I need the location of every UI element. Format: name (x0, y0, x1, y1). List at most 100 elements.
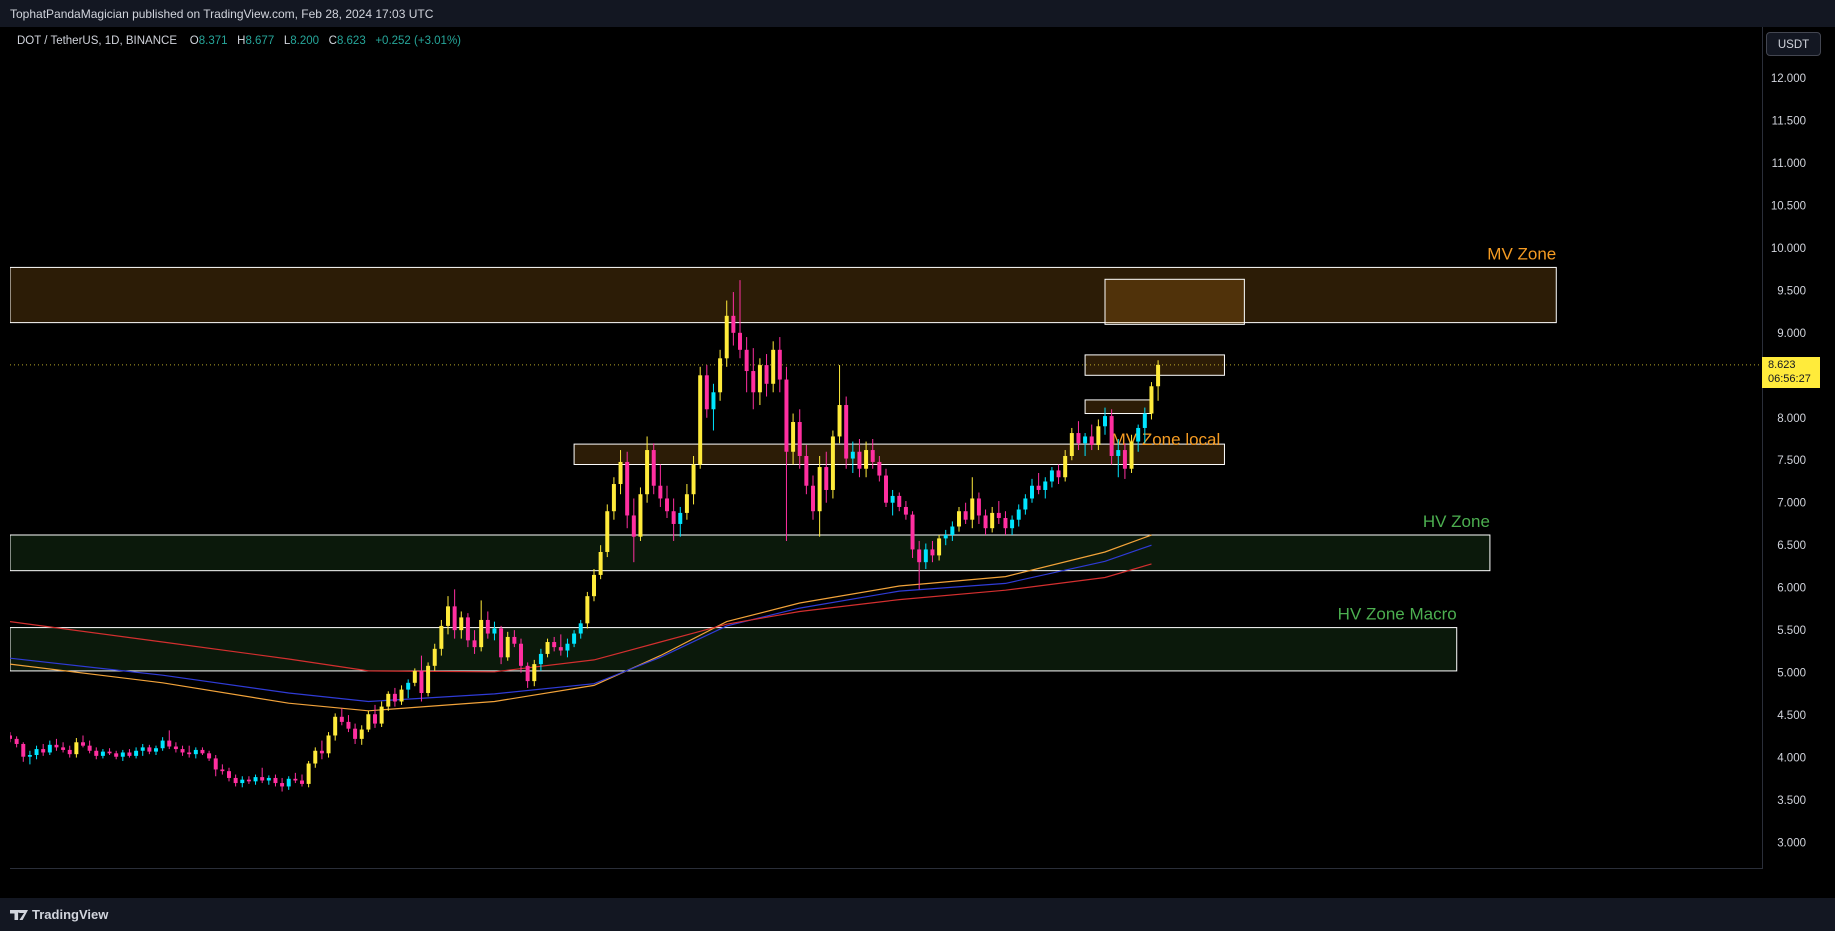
candle-body[interactable] (532, 664, 537, 682)
candle-body[interactable] (134, 750, 139, 756)
candle-body[interactable] (870, 450, 875, 462)
candle-body[interactable] (446, 606, 450, 626)
candle-body[interactable] (631, 515, 636, 537)
candle-body[interactable] (293, 778, 298, 781)
candle-body[interactable] (1063, 455, 1068, 478)
candle-body[interactable] (996, 512, 1001, 519)
candle-body[interactable] (678, 512, 683, 524)
candle-body[interactable] (280, 783, 285, 787)
candle-body[interactable] (837, 405, 842, 437)
candle-body[interactable] (684, 494, 689, 513)
candle-body[interactable] (598, 551, 603, 575)
candle-body[interactable] (120, 752, 125, 757)
candle-body[interactable] (970, 498, 975, 520)
candle-body[interactable] (698, 375, 703, 465)
candle-body[interactable] (21, 743, 26, 757)
candle-body[interactable] (160, 740, 165, 749)
zone-box[interactable] (1104, 278, 1245, 325)
candle-body[interactable] (439, 625, 444, 649)
candle-body[interactable] (260, 777, 265, 781)
candle-body[interactable] (605, 511, 610, 552)
candle-body[interactable] (704, 375, 709, 410)
candle-body[interactable] (74, 742, 79, 755)
candle-body[interactable] (359, 729, 364, 739)
candle-body[interactable] (1023, 498, 1028, 510)
candle-body[interactable] (47, 744, 52, 753)
candle-body[interactable] (1016, 509, 1021, 520)
candle-body[interactable] (857, 451, 862, 469)
candle-body[interactable] (777, 349, 782, 380)
candle-body[interactable] (864, 450, 869, 469)
candle-body[interactable] (472, 640, 477, 648)
candle-body[interactable] (771, 349, 776, 384)
candle-body[interactable] (220, 769, 225, 772)
zone-box[interactable] (10, 266, 1557, 324)
candle-body[interactable] (1142, 413, 1147, 428)
candle-body[interactable] (565, 643, 570, 651)
candle-body[interactable] (127, 752, 132, 756)
candle-body[interactable] (227, 771, 231, 778)
candle-body[interactable] (459, 617, 464, 631)
candle-body[interactable] (167, 740, 172, 747)
candle-body[interactable] (804, 455, 809, 486)
candle-body[interactable] (213, 758, 218, 770)
candle-body[interactable] (333, 716, 338, 736)
candle-body[interactable] (592, 574, 596, 597)
candle-body[interactable] (173, 746, 178, 750)
candle-body[interactable] (1116, 450, 1121, 456)
candle-body[interactable] (1083, 436, 1088, 444)
candle-body[interactable] (877, 461, 882, 476)
candle-body[interactable] (339, 716, 344, 722)
candle-body[interactable] (187, 752, 192, 755)
candle-body[interactable] (1136, 427, 1141, 442)
candle-body[interactable] (499, 628, 504, 658)
candlestick-chart[interactable]: 3.000 3.500 4.000 4.500 5.000 5.500 6.000 6.500… (10, 27, 1835, 869)
candle-body[interactable] (54, 744, 59, 748)
candle-body[interactable] (1149, 386, 1154, 414)
candle-body[interactable] (512, 636, 517, 644)
candle-body[interactable] (744, 349, 749, 372)
chart-area[interactable]: 3.000 3.500 4.000 4.500 5.000 5.500 6.000 6.500… (10, 27, 1806, 869)
candle-body[interactable] (651, 450, 656, 486)
candle-body[interactable] (147, 747, 152, 752)
candle-body[interactable] (67, 749, 72, 755)
candle-body[interactable] (1089, 436, 1094, 445)
candle-body[interactable] (1030, 485, 1034, 499)
candle-body[interactable] (465, 617, 470, 641)
candle-body[interactable] (738, 332, 742, 350)
candle-body[interactable] (485, 619, 490, 634)
candle-body[interactable] (844, 405, 849, 459)
candle-body[interactable] (645, 450, 650, 495)
candle-body[interactable] (525, 665, 530, 682)
candle-body[interactable] (34, 749, 39, 756)
candle-body[interactable] (1156, 364, 1161, 387)
candle-body[interactable] (1103, 416, 1107, 427)
candle-body[interactable] (830, 436, 835, 490)
candle-body[interactable] (552, 642, 557, 648)
candle-body[interactable] (897, 495, 902, 507)
candle-body[interactable] (27, 755, 32, 757)
candle-body[interactable] (957, 511, 961, 527)
candle-body[interactable] (326, 735, 331, 754)
candle-body[interactable] (419, 670, 424, 694)
candle-body[interactable] (479, 619, 484, 648)
candle-body[interactable] (572, 633, 577, 644)
candle-body[interactable] (625, 461, 630, 516)
candle-body[interactable] (764, 365, 769, 384)
candle-body[interactable] (253, 777, 258, 782)
candle-body[interactable] (266, 777, 271, 781)
candle-body[interactable] (300, 780, 304, 784)
candle-body[interactable] (1036, 485, 1041, 490)
candle-body[interactable] (366, 714, 371, 730)
candle-body[interactable] (784, 379, 789, 452)
candle-body[interactable] (658, 485, 663, 499)
candle-body[interactable] (1109, 416, 1114, 456)
candle-body[interactable] (519, 643, 523, 666)
candle-body[interactable] (412, 670, 417, 683)
candle-body[interactable] (399, 689, 404, 702)
candle-body[interactable] (884, 475, 888, 503)
candle-body[interactable] (585, 596, 590, 624)
candle-body[interactable] (917, 549, 922, 563)
candle-body[interactable] (757, 365, 762, 393)
candle-body[interactable] (963, 511, 968, 520)
